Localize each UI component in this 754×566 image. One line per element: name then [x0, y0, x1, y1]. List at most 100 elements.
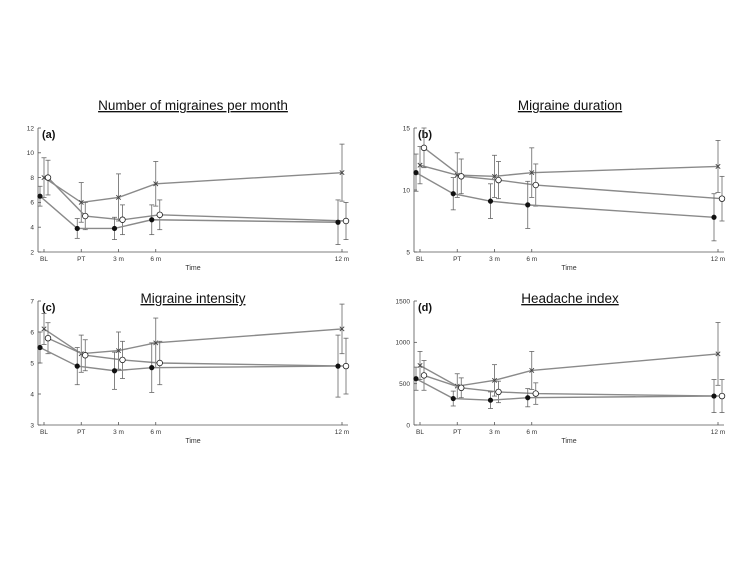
data-point-open: [495, 176, 502, 184]
x-tick-label: BL: [40, 256, 48, 263]
x-tick-label: BL: [416, 429, 424, 436]
data-point-cross: [715, 163, 721, 169]
x-tick-label: PT: [453, 256, 461, 263]
x-tick-label: BL: [40, 429, 48, 436]
x-tick-label: 6 m: [150, 256, 161, 263]
panel-title: Headache index: [521, 291, 619, 306]
data-point-open: [119, 356, 126, 364]
x-tick-label: BL: [416, 256, 424, 263]
series-line-cross: [43, 171, 343, 204]
data-point-open: [718, 195, 726, 202]
panel-title: Migraine intensity: [140, 291, 245, 306]
y-tick-label: 10: [403, 187, 411, 194]
y-tick-label: 1000: [396, 340, 411, 347]
data-point-cross: [115, 348, 122, 354]
y-tick-label: 4: [30, 391, 34, 398]
x-tick-label: 3 m: [489, 429, 500, 436]
y-tick-label: 6: [30, 329, 34, 336]
panel-b: Migraine duration (b) 5 10 15 BL PT 3 m 6 m 12 m T…: [403, 98, 725, 272]
data-point-open: [458, 173, 465, 180]
x-tick-label: 12 m: [711, 429, 725, 436]
x-tick-label: 3 m: [113, 429, 124, 436]
data-point-filled: [74, 363, 80, 369]
y-tick-label: 500: [399, 381, 410, 388]
x-tick-label: 6 m: [526, 256, 537, 263]
data-point-filled: [525, 395, 531, 401]
data-point-filled: [413, 376, 419, 382]
x-axis-label: Time: [185, 265, 200, 272]
y-tick-label: 7: [30, 298, 34, 305]
data-point-open: [532, 390, 539, 397]
data-point-filled: [711, 214, 717, 220]
x-axis-label: Time: [561, 265, 576, 272]
x-tick-label: PT: [453, 429, 461, 436]
x-tick-label: 12 m: [335, 256, 349, 263]
data-point-cross: [339, 170, 345, 176]
x-tick-label: 12 m: [335, 429, 349, 436]
panel-title: Number of migraines per month: [98, 98, 288, 113]
panel-letter: (c): [42, 302, 56, 314]
data-point-open: [44, 174, 52, 181]
data-point-filled: [335, 363, 341, 369]
y-tick-label: 4: [30, 225, 34, 232]
x-tick-label: 3 m: [113, 256, 124, 263]
panel-title: Migraine duration: [518, 98, 622, 113]
data-point-cross: [417, 362, 423, 368]
data-point-cross: [715, 351, 721, 357]
data-point-cross: [153, 181, 159, 187]
data-point-open: [342, 362, 350, 370]
data-point-filled: [37, 344, 43, 351]
data-point-filled: [413, 170, 419, 176]
data-point-cross: [491, 377, 498, 383]
data-point-cross: [41, 326, 47, 332]
data-point-filled: [111, 368, 118, 374]
data-point-open: [532, 181, 539, 189]
data-point-open: [82, 352, 89, 359]
series-line-cross: [43, 328, 343, 355]
data-point-open: [718, 392, 726, 400]
panel-letter: (a): [42, 129, 56, 141]
data-point-filled: [149, 365, 155, 371]
data-point-cross: [491, 173, 498, 179]
series-line-filled: [39, 195, 339, 230]
data-point-filled: [711, 393, 717, 399]
data-point-open: [156, 211, 163, 218]
data-point-filled: [74, 225, 80, 232]
data-point-cross: [153, 340, 159, 346]
x-axis-label: Time: [185, 438, 200, 445]
panel-a: Number of migraines per month (a) 2 4 6 8 10 12…: [27, 98, 349, 272]
series-line-cross: [419, 353, 719, 387]
data-point-cross: [417, 162, 423, 168]
panel-letter: (b): [418, 129, 432, 141]
panel-letter: (d): [418, 302, 432, 314]
y-tick-label: 8: [30, 175, 34, 182]
y-tick-label: 3: [30, 422, 34, 429]
data-point-open: [495, 388, 502, 396]
panel-d: Headache index (d) 0 500 1000 1500 BL PT 3 m 6 m 1…: [396, 291, 726, 445]
data-point-filled: [487, 397, 494, 403]
data-point-filled: [487, 198, 494, 204]
data-point-filled: [450, 395, 456, 402]
y-tick-label: 5: [406, 249, 410, 256]
x-axis-label: Time: [561, 438, 576, 445]
data-point-filled: [335, 219, 341, 225]
y-tick-label: 2: [30, 249, 34, 256]
y-tick-label: 0: [406, 422, 410, 429]
data-point-open: [82, 212, 89, 220]
data-point-open: [44, 335, 52, 342]
series-line-open: [423, 147, 723, 200]
data-point-open: [119, 216, 126, 223]
data-point-cross: [78, 199, 84, 205]
data-point-open: [420, 144, 428, 152]
y-tick-label: 6: [30, 200, 34, 207]
x-tick-label: 6 m: [150, 429, 161, 436]
data-point-open: [420, 372, 428, 379]
y-tick-label: 10: [27, 150, 35, 157]
data-point-filled: [525, 202, 531, 208]
data-point-cross: [529, 367, 535, 373]
x-tick-label: PT: [77, 429, 85, 436]
data-point-cross: [115, 194, 122, 200]
y-tick-label: 12: [27, 125, 35, 132]
data-point-open: [458, 384, 465, 391]
data-point-filled: [149, 217, 155, 223]
